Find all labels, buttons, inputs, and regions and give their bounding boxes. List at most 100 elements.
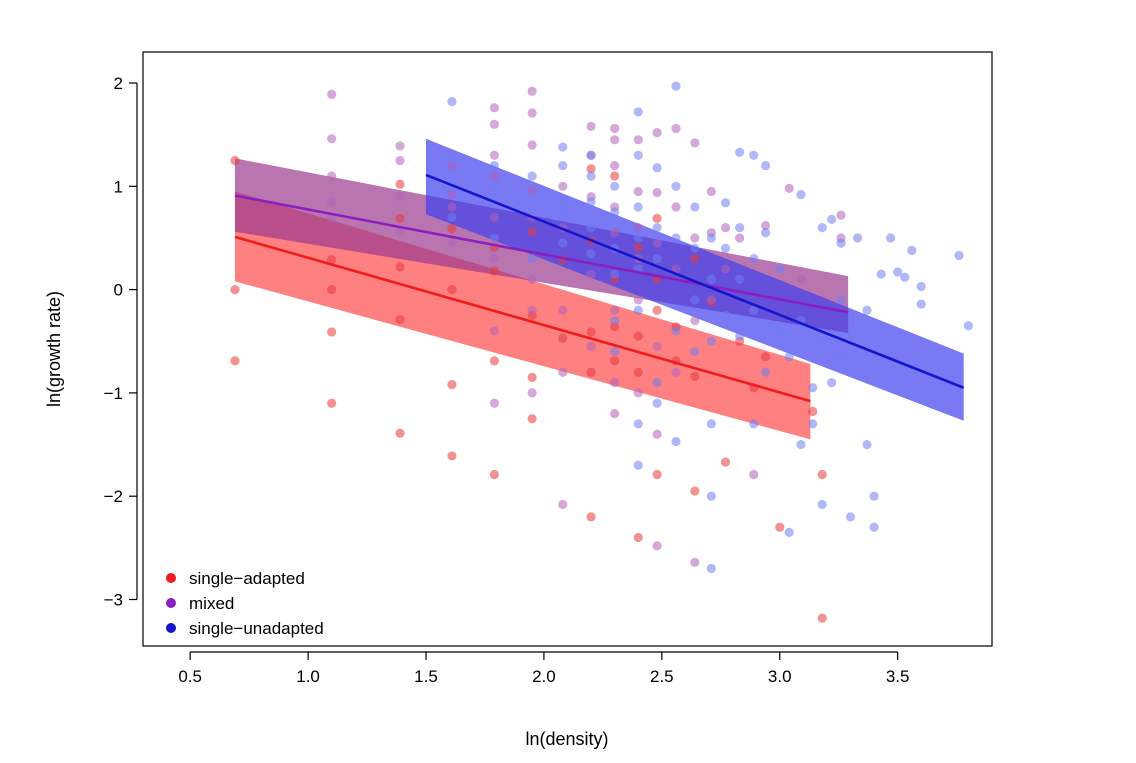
data-point-series-0 <box>775 522 785 532</box>
data-point-series-2 <box>706 274 716 284</box>
data-point-series-0 <box>652 213 662 223</box>
data-point-series-1 <box>489 171 499 181</box>
legend-label: single−adapted <box>189 569 305 588</box>
data-point-series-2 <box>633 460 643 470</box>
data-point-series-1 <box>706 295 716 305</box>
data-point-series-2 <box>558 202 568 212</box>
data-point-series-2 <box>862 439 872 450</box>
data-point-series-1 <box>447 161 457 171</box>
data-point-series-2 <box>610 207 620 217</box>
data-point-series-1 <box>671 123 681 134</box>
data-point-series-0 <box>633 331 643 341</box>
data-point-series-0 <box>230 285 240 295</box>
data-point-series-2 <box>633 305 643 315</box>
data-point-series-2 <box>852 233 863 243</box>
data-point-series-2 <box>489 233 499 243</box>
data-point-series-0 <box>447 285 457 295</box>
data-point-series-0 <box>652 469 662 480</box>
data-point-series-2 <box>845 512 856 522</box>
data-point-series-2 <box>735 147 745 157</box>
data-point-series-0 <box>633 532 643 543</box>
data-point-series-2 <box>836 352 846 362</box>
data-point-series-2 <box>862 305 872 315</box>
data-point-series-2 <box>586 150 596 160</box>
data-point-series-2 <box>775 326 785 336</box>
data-point-series-2 <box>869 491 879 501</box>
data-point-series-2 <box>652 254 662 264</box>
data-point-series-1 <box>652 127 662 138</box>
data-point-series-1 <box>690 138 700 148</box>
data-point-series-1 <box>796 274 806 284</box>
data-point-series-0 <box>447 224 457 234</box>
data-point-series-2 <box>749 150 759 160</box>
data-point-series-2 <box>610 346 620 357</box>
data-point-series-1 <box>527 108 537 118</box>
data-point-series-2 <box>761 161 771 171</box>
data-point-series-0 <box>527 372 537 383</box>
data-point-series-0 <box>808 406 818 417</box>
data-point-series-1 <box>395 155 405 166</box>
data-point-series-1 <box>489 150 499 160</box>
data-point-series-0 <box>447 380 457 390</box>
data-point-series-1 <box>671 202 681 212</box>
data-point-series-1 <box>489 326 499 336</box>
data-point-series-1 <box>395 227 405 237</box>
x-axis: 0.5 1.0 1.5 2.0 2.5 3.0 3.5 <box>178 651 910 686</box>
data-point-series-2 <box>735 274 745 284</box>
data-point-series-1 <box>527 305 537 315</box>
data-point-series-2 <box>706 233 716 243</box>
data-point-series-1 <box>633 135 643 145</box>
data-point-series-2 <box>671 81 681 91</box>
data-point-series-1 <box>447 238 457 248</box>
data-point-series-2 <box>749 419 759 429</box>
data-point-series-1 <box>706 186 716 197</box>
data-point-series-1 <box>784 183 794 193</box>
data-point-series-2 <box>558 161 568 171</box>
fit-line-1 <box>234 194 849 314</box>
data-point-series-1 <box>558 181 568 191</box>
data-point-series-2 <box>916 281 926 292</box>
data-point-series-0 <box>489 469 499 480</box>
data-point-series-2 <box>963 321 974 331</box>
data-point-series-1 <box>610 123 620 134</box>
data-point-series-0 <box>690 486 700 496</box>
data-point-series-1 <box>735 233 745 243</box>
data-point-series-2 <box>671 326 681 336</box>
data-point-series-2 <box>447 212 457 222</box>
data-point-series-2 <box>836 238 846 248</box>
data-point-series-2 <box>885 233 896 243</box>
data-point-series-1 <box>690 315 700 326</box>
data-point-series-2 <box>558 142 568 152</box>
data-point-series-1 <box>558 367 568 377</box>
data-point-series-1 <box>720 264 731 274</box>
data-point-series-1 <box>586 269 596 279</box>
data-point-series-0 <box>395 262 405 272</box>
data-point-series-1 <box>527 274 537 284</box>
data-point-series-0 <box>327 327 337 337</box>
legend-marker <box>166 623 176 633</box>
data-point-series-2 <box>447 96 457 107</box>
data-point-series-0 <box>395 179 405 189</box>
data-point-series-1 <box>610 408 620 419</box>
data-point-series-0 <box>690 371 700 381</box>
data-point-series-1 <box>671 264 681 274</box>
y-tick-label: 0 <box>114 281 123 300</box>
data-point-series-0 <box>447 451 457 461</box>
data-point-series-0 <box>230 155 240 166</box>
data-point-series-1 <box>489 398 499 408</box>
data-point-series-0 <box>817 469 827 480</box>
data-point-series-2 <box>447 153 457 164</box>
data-point-series-1 <box>586 341 596 352</box>
data-point-series-0 <box>690 254 700 264</box>
data-point-series-1 <box>527 86 537 96</box>
data-point-series-2 <box>671 181 681 191</box>
data-point-series-1 <box>558 499 568 510</box>
data-point-series-2 <box>720 310 731 321</box>
data-point-series-2 <box>808 383 818 393</box>
data-point-series-1 <box>395 192 405 202</box>
y-tick-label: 1 <box>114 177 123 196</box>
data-point-series-1 <box>610 228 620 238</box>
x-tick-label: 3.5 <box>886 667 910 686</box>
data-points <box>230 81 974 623</box>
